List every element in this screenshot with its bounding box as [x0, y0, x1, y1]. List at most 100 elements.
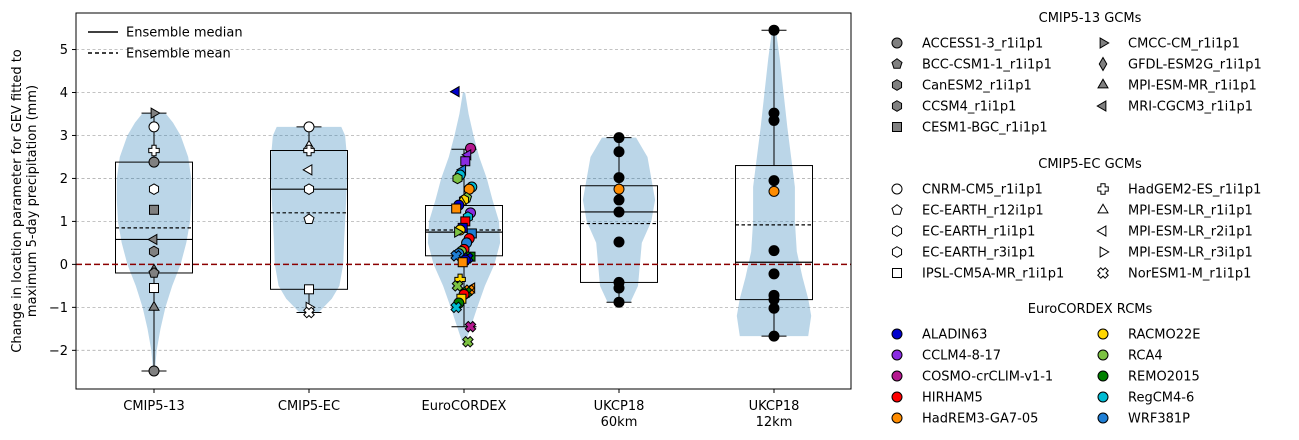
- data-point: [768, 24, 780, 36]
- data-point: [303, 144, 315, 157]
- violin: [582, 137, 656, 303]
- data-point: [449, 85, 460, 98]
- y-axis: −2 −1 0 1 2 3 4 5: [49, 43, 76, 359]
- y-tick-label: 3: [60, 129, 68, 144]
- data-point: [464, 320, 477, 333]
- data-point: [148, 267, 160, 278]
- data-point: [303, 306, 315, 319]
- legend-marker: [1099, 246, 1110, 258]
- data-point: [149, 204, 159, 215]
- legend-item-label: CESM1-BGC_r1i1p1: [922, 121, 1048, 136]
- legend-marker: [891, 100, 903, 112]
- data-point: [613, 172, 625, 184]
- x-tick-label: CMIP5-EC: [278, 399, 340, 414]
- y-tick-label: −1: [49, 301, 68, 316]
- legend-title: CMIP5-13 GCMs: [1039, 11, 1142, 26]
- legend-marker: [891, 58, 903, 69]
- legend-item-label: CNRM-CM5_r1i1p1: [922, 183, 1043, 198]
- legend-item-label: EC-EARTH_r12i1p1: [922, 204, 1044, 219]
- legend-marker: [1097, 328, 1109, 340]
- y-tick-label: 5: [60, 43, 68, 58]
- legend-item-label: CCSM4_r1i1p1: [922, 100, 1016, 115]
- legend-item-label: IPSL-CM5A-MR_r1i1p1: [922, 267, 1064, 282]
- data-point: [450, 301, 463, 314]
- legend-marker: [891, 370, 903, 382]
- data-point: [302, 163, 313, 176]
- data-point: [613, 194, 625, 206]
- legend-marker: [1096, 225, 1107, 237]
- legend-marker: [1099, 37, 1110, 49]
- legend-marker: [1097, 78, 1109, 89]
- legend-marker: [891, 204, 903, 215]
- legend-item-label: CMCC-CM_r1i1p1: [1128, 37, 1240, 52]
- legend-item-label: HadREM3-GA7-05: [922, 412, 1038, 427]
- legend-block: CMIP5-13 GCMs ACCESS1-3_r1i1p1 BCC-CSM1-1_…: [891, 11, 1262, 136]
- data-point: [768, 185, 780, 197]
- legend-item-label: ACCESS1-3_r1i1p1: [922, 37, 1043, 52]
- y-tick-label: −2: [49, 344, 68, 359]
- data-point: [303, 213, 315, 225]
- legend-block: CMIP5-EC GCMs CNRM-CM5_r1i1p1 EC-EARTH_r12…: [891, 157, 1261, 282]
- legend-marker: [1097, 370, 1109, 382]
- legend-item-label: MPI-ESM-LR_r2i1p1: [1128, 225, 1253, 240]
- legend-item-label: RACMO22E: [1128, 328, 1200, 343]
- legend-item-label: WRF381P: [1128, 412, 1190, 427]
- data-point: [148, 245, 160, 258]
- legend-marker: [891, 225, 903, 237]
- legend-marker: [891, 349, 903, 361]
- data-point: [149, 283, 159, 294]
- legend-marker: [891, 183, 903, 195]
- data-point: [148, 144, 160, 157]
- data-point: [148, 300, 160, 311]
- data-point: [613, 183, 625, 195]
- data-point: [461, 335, 474, 348]
- data-point: [148, 365, 160, 377]
- legend-marker: [891, 246, 903, 258]
- legend-item-label: BCC-CSM1-1_r1i1p1: [922, 58, 1052, 73]
- legend-item-label: MPI-ESM-LR_r3i1p1: [1128, 246, 1253, 261]
- legend-item-label: CCLM4-8-17: [922, 349, 1001, 364]
- main-legend: Ensemble median Ensemble mean: [88, 26, 243, 62]
- x-axis: CMIP5-13 CMIP5-EC EuroCORDEX UKCP18 60km UKCP…: [123, 389, 799, 430]
- legend-item-label: MPI-ESM-LR_r1i1p1: [1128, 204, 1253, 219]
- data-point: [303, 183, 315, 196]
- legend-marker: [1097, 183, 1109, 195]
- data-point: [148, 121, 160, 133]
- legend-marker: [891, 391, 903, 403]
- data-point: [451, 203, 462, 214]
- data-point: [148, 156, 160, 168]
- legend-item-label: GFDL-ESM2G_r1i1p1: [1128, 58, 1262, 73]
- legend-item-label: HadGEM2-ES_r1i1p1: [1128, 183, 1261, 198]
- data-point: [457, 257, 468, 268]
- data-point: [613, 282, 625, 294]
- legend-marker: [891, 79, 903, 91]
- legend-marker: [892, 122, 902, 132]
- marker-legends: CMIP5-13 GCMs ACCESS1-3_r1i1p1 BCC-CSM1-1_…: [891, 11, 1262, 427]
- legend-item-label: MPI-ESM-MR_r1i1p1: [1128, 79, 1257, 94]
- legend-label: Ensemble mean: [126, 47, 231, 62]
- y-tick-label: 4: [60, 86, 68, 101]
- data-point: [768, 175, 780, 187]
- legend-block: EuroCORDEX RCMs ALADIN63 CCLM4-8-17 COSMO-c…: [891, 302, 1200, 427]
- data-point: [613, 206, 625, 218]
- data-point: [452, 172, 463, 185]
- legend-title: CMIP5-EC GCMs: [1038, 157, 1142, 172]
- data-point: [613, 146, 625, 158]
- y-tick-label: 0: [60, 258, 68, 273]
- data-point: [150, 107, 161, 119]
- x-tick-label: EuroCORDEX: [422, 399, 507, 414]
- data-point: [460, 156, 471, 167]
- legend-marker: [891, 328, 903, 340]
- legend-marker: [1096, 100, 1107, 112]
- x-tick-label: UKCP18 12km: [749, 399, 800, 430]
- x-tick-label: CMIP5-13: [123, 399, 184, 414]
- data-point: [768, 268, 780, 280]
- legend-marker: [1097, 412, 1109, 424]
- y-tick-label: 2: [60, 172, 68, 187]
- legend-marker: [1097, 349, 1109, 361]
- legend-item-label: EC-EARTH_r3i1p1: [922, 246, 1035, 261]
- legend-item-label: COSMO-crCLIM-v1-1: [922, 370, 1053, 385]
- legend-item-label: RCA4: [1128, 349, 1163, 364]
- y-axis-label: Change in location parameter for GEV fit…: [10, 49, 40, 353]
